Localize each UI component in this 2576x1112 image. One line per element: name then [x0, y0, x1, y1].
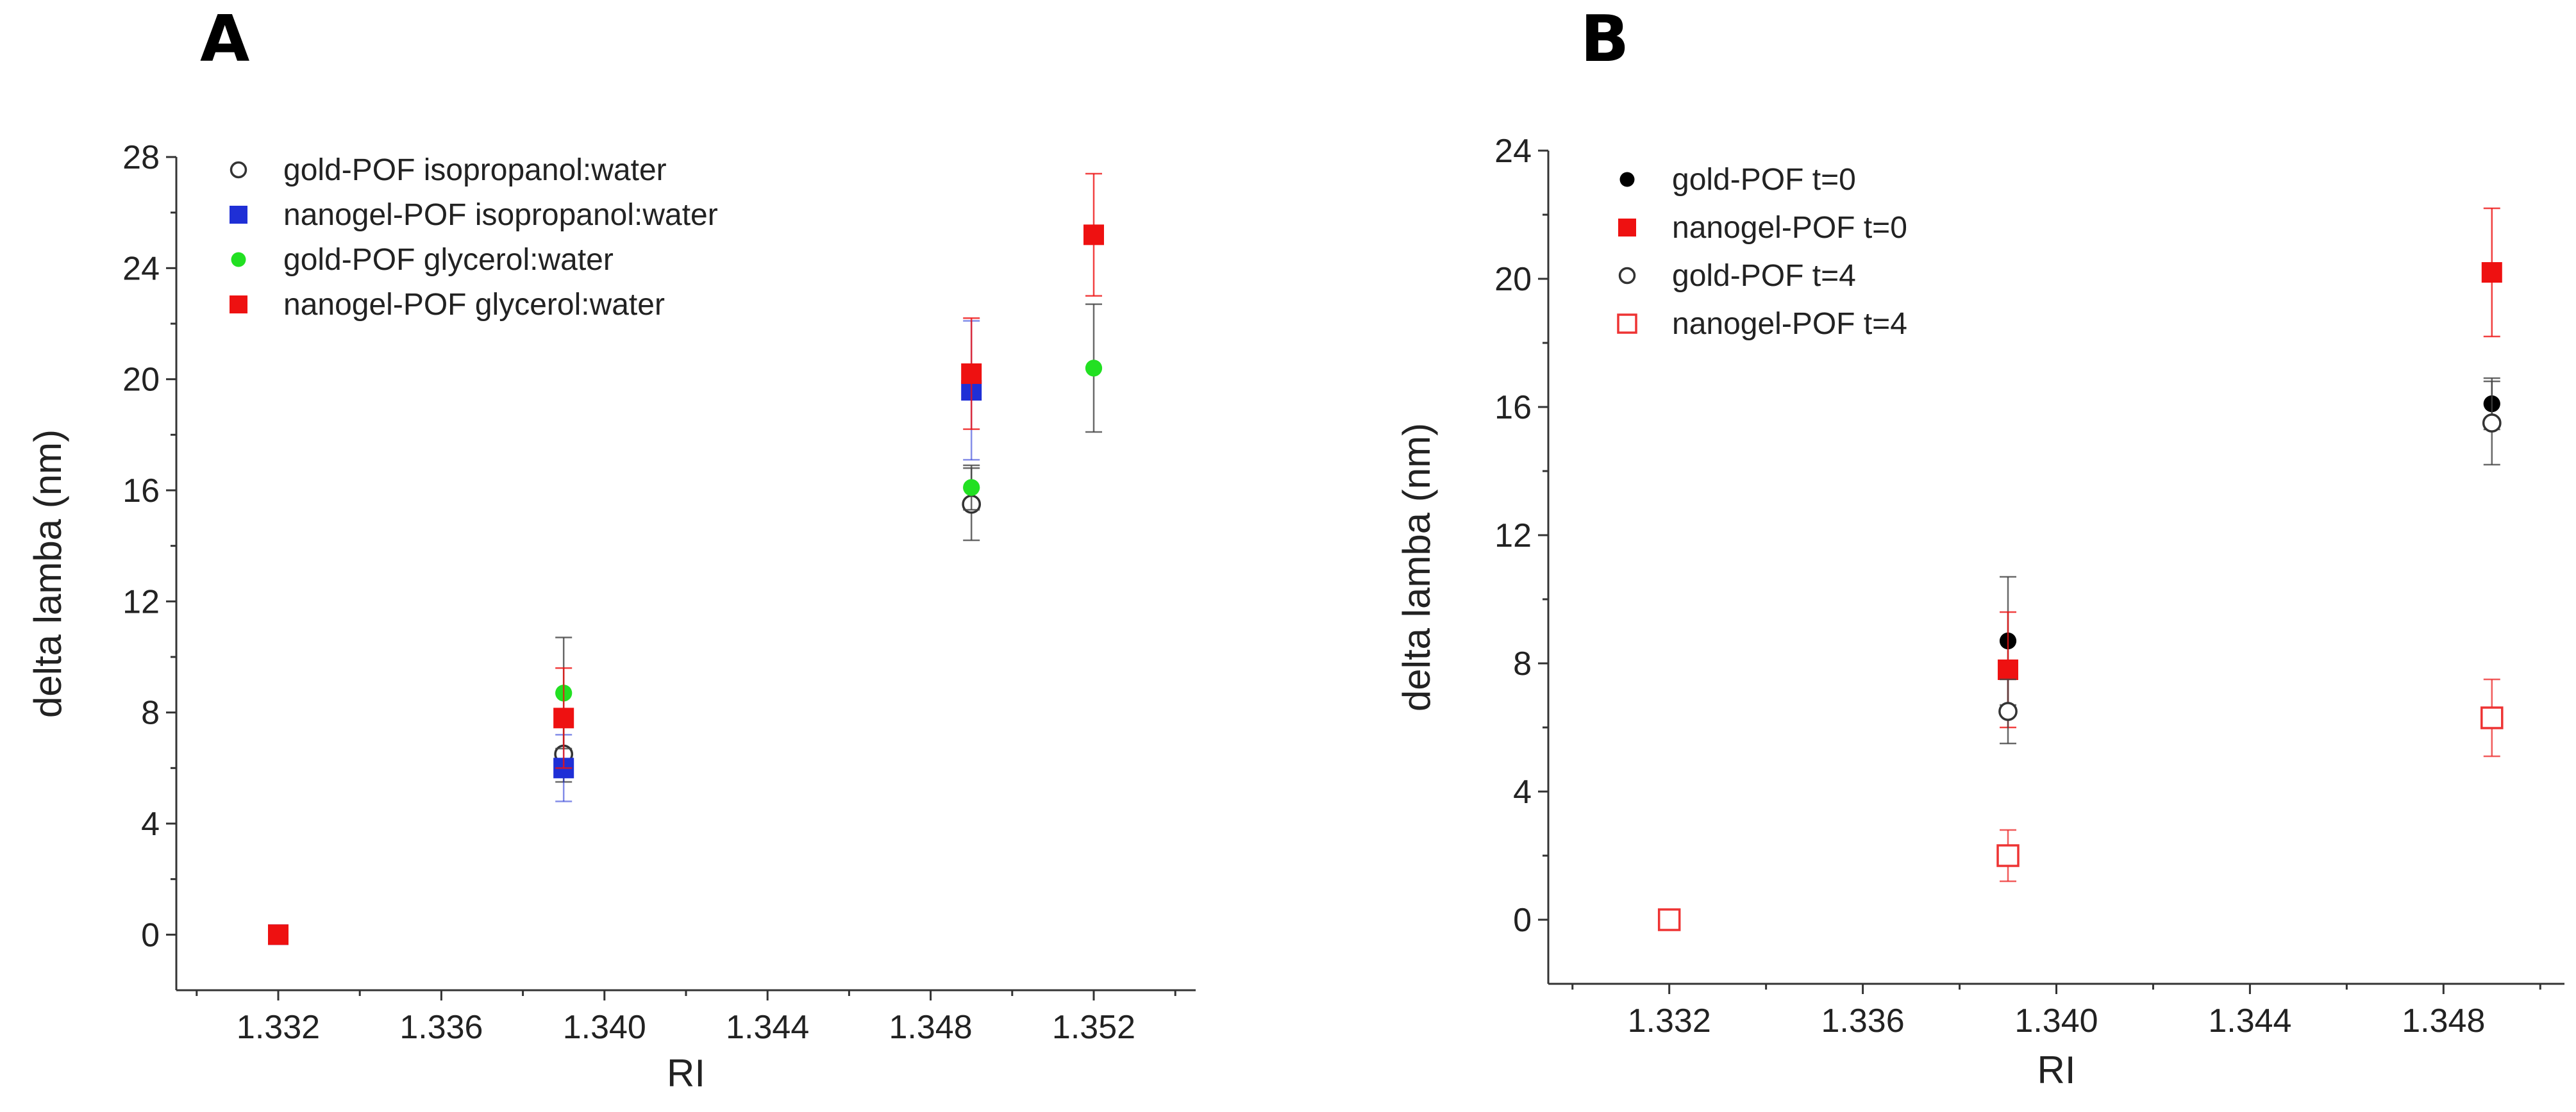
legend-label: gold-POF glycerol:water [283, 243, 614, 277]
y-tick-label: 24 [1494, 133, 1532, 170]
legend-marker [1619, 172, 1635, 187]
y-tick-label: 0 [141, 917, 160, 954]
y-tick-label: 20 [1494, 261, 1532, 298]
y-tick-label: 8 [141, 695, 160, 732]
x-tick-label: 1.340 [563, 1009, 646, 1046]
panel-a-label: A [200, 1, 249, 76]
x-tick-label: 1.336 [1821, 1002, 1905, 1040]
data-point [1996, 844, 2020, 867]
x-tick-label: 1.344 [726, 1009, 809, 1046]
legend-label: nanogel-POF t=0 [1672, 211, 1907, 245]
y-tick-label: 8 [1513, 645, 1532, 683]
chart-panel-b: 0 4 8 12 16 20 24 1.332 1.336 1.340 1.344 1.348 RI de… [1395, 133, 2564, 1091]
legend-marker [230, 206, 247, 224]
y-tick-label: 20 [122, 361, 160, 399]
legend-marker [1617, 313, 1637, 334]
series-1 [1999, 377, 2500, 706]
x-tick-label: 1.332 [237, 1009, 320, 1046]
series-4 [268, 172, 1104, 945]
y-tick-label: 16 [122, 472, 160, 510]
series-4 [1657, 678, 2504, 931]
x-tick-label: 1.344 [2208, 1002, 2291, 1040]
series-2 [1998, 207, 2502, 729]
y-tick-label: 16 [1494, 389, 1532, 426]
y-tick-label: 24 [122, 250, 160, 287]
legend-marker [231, 252, 246, 267]
series-3 [1998, 380, 2502, 745]
legend-label: nanogel-POF glycerol:water [283, 288, 665, 322]
legend-label: nanogel-POF isopropanol:water [283, 198, 718, 232]
y-tick-label: 12 [122, 583, 160, 620]
data-point [1085, 360, 1103, 377]
y-tick-label: 4 [141, 806, 160, 843]
data-point [963, 479, 980, 496]
data-point [961, 363, 982, 384]
series-2 [268, 320, 982, 945]
data-point [1998, 702, 2018, 721]
series-1 [269, 467, 982, 945]
data-point [268, 924, 289, 945]
y-tick-label: 4 [1513, 774, 1532, 811]
x-tick-label: 1.332 [1628, 1002, 1711, 1040]
data-point [2481, 262, 2502, 283]
data-point [553, 708, 574, 729]
legend-label: gold-POF t=0 [1672, 163, 1856, 197]
x-tick-label: 1.352 [1052, 1009, 1135, 1046]
data-point [2480, 706, 2504, 729]
x-axis-title: RI [2037, 1049, 2076, 1091]
x-tick-label: 1.336 [399, 1009, 483, 1046]
legend-label: gold-POF t=4 [1672, 259, 1856, 293]
y-tick-label: 0 [1513, 902, 1532, 939]
y-tick-label: 28 [122, 139, 160, 176]
panel-b-label: B [1580, 1, 1629, 76]
legend-marker [1618, 267, 1636, 285]
y-axis-title: delta lamba (nm) [26, 429, 69, 718]
legend-label: nanogel-POF t=4 [1672, 307, 1907, 341]
data-point [2482, 413, 2502, 433]
x-tick-label: 1.348 [889, 1009, 973, 1046]
y-tick-label: 12 [1494, 517, 1532, 554]
chart-panel-a: 0 4 8 12 16 20 24 28 1.332 1.336 1.340 1.344 1.348 1.… [26, 139, 1196, 1095]
legend-marker [230, 295, 247, 313]
data-point [1083, 224, 1104, 245]
legend-marker [230, 161, 247, 179]
y-axis-title: delta lamba (nm) [1395, 423, 1438, 711]
x-tick-label: 1.348 [2402, 1002, 2485, 1040]
x-tick-label: 1.340 [2014, 1002, 2098, 1040]
x-axis-title: RI [667, 1052, 705, 1095]
data-point [1657, 908, 1681, 931]
legend-marker [1618, 219, 1636, 237]
data-point [1998, 660, 2019, 680]
legend-label: gold-POF isopropanol:water [283, 153, 667, 187]
